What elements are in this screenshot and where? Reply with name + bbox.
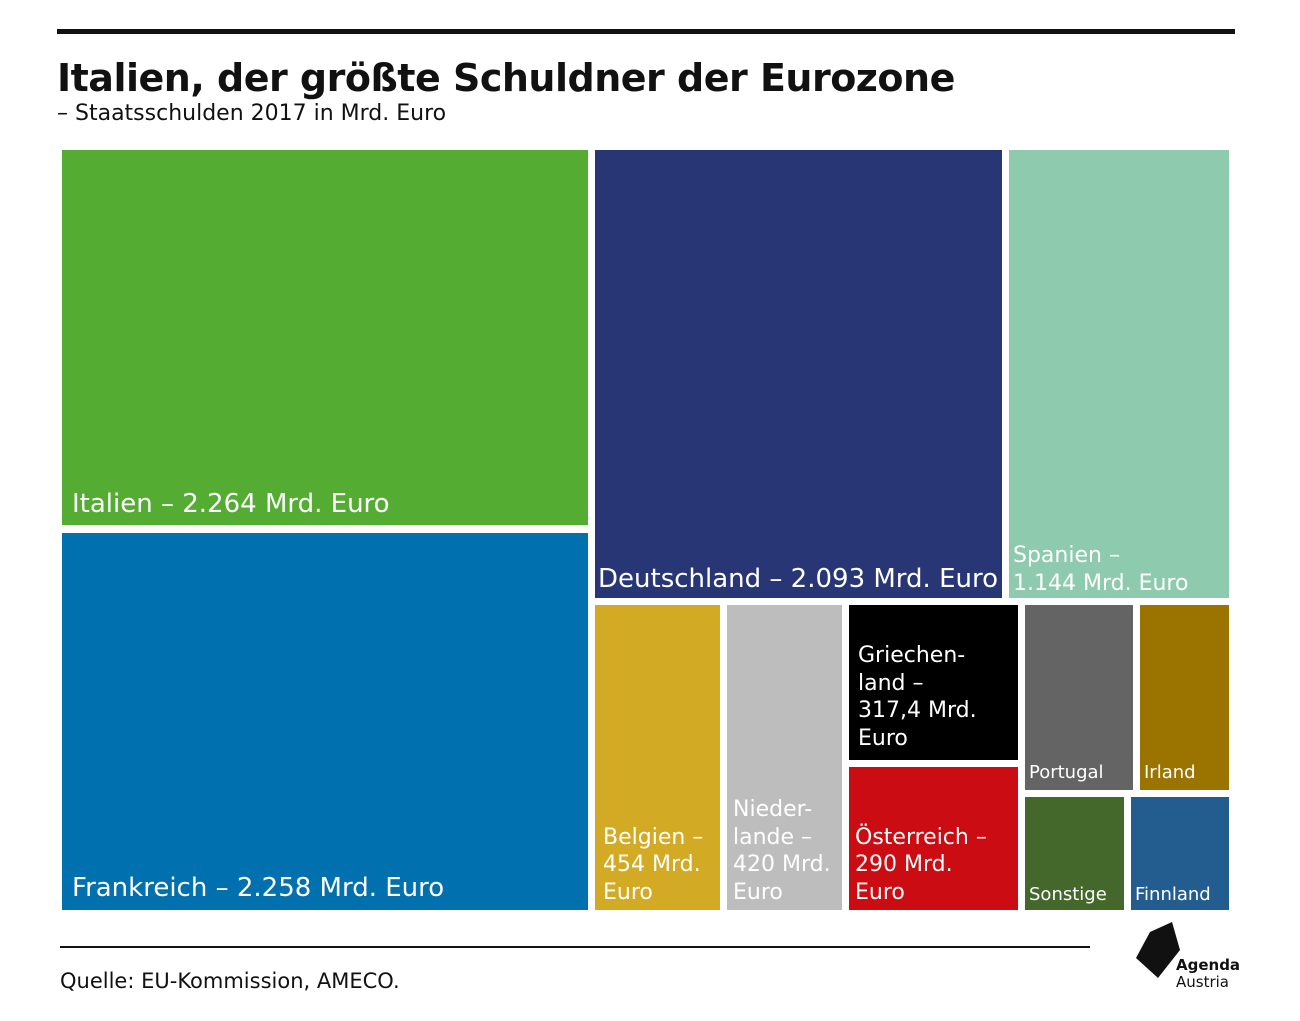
treemap-label-osterreich: Österreich – 290 Mrd. Euro	[855, 824, 987, 905]
treemap-label-belgien: Belgien – 454 Mrd. Euro	[603, 824, 704, 905]
treemap-tile-griechenland: Griechen- land – 317,4 Mrd. Euro	[849, 605, 1018, 760]
treemap-tile-deutschland: Deutschland – 2.093 Mrd. Euro	[595, 150, 1002, 598]
treemap-label-irland: Irland	[1144, 761, 1196, 783]
treemap-label-italien: Italien – 2.264 Mrd. Euro	[72, 488, 390, 519]
treemap-label-finnland: Finnland	[1135, 883, 1211, 905]
treemap-label-deutschland: Deutschland – 2.093 Mrd. Euro	[598, 563, 999, 594]
chart-subtitle: – Staatsschulden 2017 in Mrd. Euro	[57, 101, 447, 126]
treemap-label-niederlande: Nieder- lande – 420 Mrd. Euro	[733, 797, 831, 905]
bottom-rule	[60, 946, 1090, 948]
treemap-label-portugal: Portugal	[1029, 761, 1104, 783]
top-rule	[57, 29, 1235, 34]
logo-wordmark: Agenda Austria	[1176, 957, 1240, 990]
logo-line1: Agenda	[1176, 956, 1241, 974]
treemap-tile-belgien: Belgien – 454 Mrd. Euro	[595, 605, 720, 910]
treemap-tile-osterreich: Österreich – 290 Mrd. Euro	[849, 767, 1018, 910]
treemap-tile-italien: Italien – 2.264 Mrd. Euro	[62, 150, 588, 525]
treemap-label-spanien: Spanien – 1.144 Mrd. Euro	[1013, 543, 1189, 596]
treemap-tile-portugal: Portugal	[1025, 605, 1133, 790]
logo-line2: Austria	[1176, 972, 1229, 991]
treemap-tile-frankreich: Frankreich – 2.258 Mrd. Euro	[62, 533, 588, 910]
treemap-label-frankreich: Frankreich – 2.258 Mrd. Euro	[72, 872, 445, 903]
source-note: Quelle: EU-Kommission, AMECO.	[60, 969, 400, 993]
treemap-tile-finnland: Finnland	[1131, 797, 1229, 910]
treemap-tile-sonstige: Sonstige	[1025, 797, 1124, 910]
treemap-tile-niederlande: Nieder- lande – 420 Mrd. Euro	[727, 605, 842, 910]
agenda-austria-logo-icon	[1136, 922, 1180, 978]
treemap-tile-irland: Irland	[1140, 605, 1229, 790]
treemap-label-sonstige: Sonstige	[1029, 883, 1107, 905]
chart-title: Italien, der größte Schuldner der Eurozo…	[57, 56, 955, 100]
treemap-label-griechenland: Griechen- land – 317,4 Mrd. Euro	[858, 643, 977, 751]
treemap-tile-spanien: Spanien – 1.144 Mrd. Euro	[1009, 150, 1229, 598]
